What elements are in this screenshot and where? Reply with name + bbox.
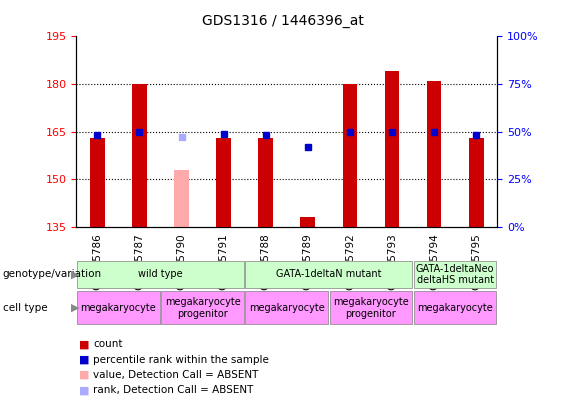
Bar <box>329 292 412 324</box>
Text: percentile rank within the sample: percentile rank within the sample <box>93 355 269 364</box>
Text: megakaryocyte: megakaryocyte <box>417 303 493 313</box>
Text: megakaryocyte: megakaryocyte <box>80 303 157 313</box>
Bar <box>77 292 160 324</box>
Text: ▶: ▶ <box>71 303 80 313</box>
Bar <box>301 217 315 227</box>
Bar <box>427 81 441 227</box>
Bar <box>161 292 244 324</box>
Bar <box>132 84 147 227</box>
Text: genotype/variation: genotype/variation <box>3 269 102 279</box>
Text: ■: ■ <box>79 386 90 395</box>
Text: rank, Detection Call = ABSENT: rank, Detection Call = ABSENT <box>93 386 254 395</box>
Bar <box>245 292 328 324</box>
Bar <box>77 261 244 288</box>
Text: ▶: ▶ <box>71 269 80 279</box>
Bar <box>216 138 231 227</box>
Bar <box>342 84 357 227</box>
Bar <box>469 138 484 227</box>
Bar <box>245 261 412 288</box>
Bar <box>258 138 273 227</box>
Text: ■: ■ <box>79 370 90 380</box>
Text: GATA-1deltaNeo
deltaHS mutant: GATA-1deltaNeo deltaHS mutant <box>416 264 494 285</box>
Bar <box>414 261 497 288</box>
Text: value, Detection Call = ABSENT: value, Detection Call = ABSENT <box>93 370 259 380</box>
Text: GATA-1deltaN mutant: GATA-1deltaN mutant <box>276 269 381 279</box>
Bar <box>174 170 189 227</box>
Text: wild type: wild type <box>138 269 182 279</box>
Text: ■: ■ <box>79 355 90 364</box>
Text: ■: ■ <box>79 339 90 349</box>
Bar <box>385 71 399 227</box>
Text: count: count <box>93 339 123 349</box>
Text: GDS1316 / 1446396_at: GDS1316 / 1446396_at <box>202 14 363 28</box>
Text: megakaryocyte
progenitor: megakaryocyte progenitor <box>164 297 241 319</box>
Text: megakaryocyte: megakaryocyte <box>249 303 325 313</box>
Bar <box>414 292 497 324</box>
Bar <box>90 138 105 227</box>
Text: cell type: cell type <box>3 303 47 313</box>
Text: megakaryocyte
progenitor: megakaryocyte progenitor <box>333 297 409 319</box>
